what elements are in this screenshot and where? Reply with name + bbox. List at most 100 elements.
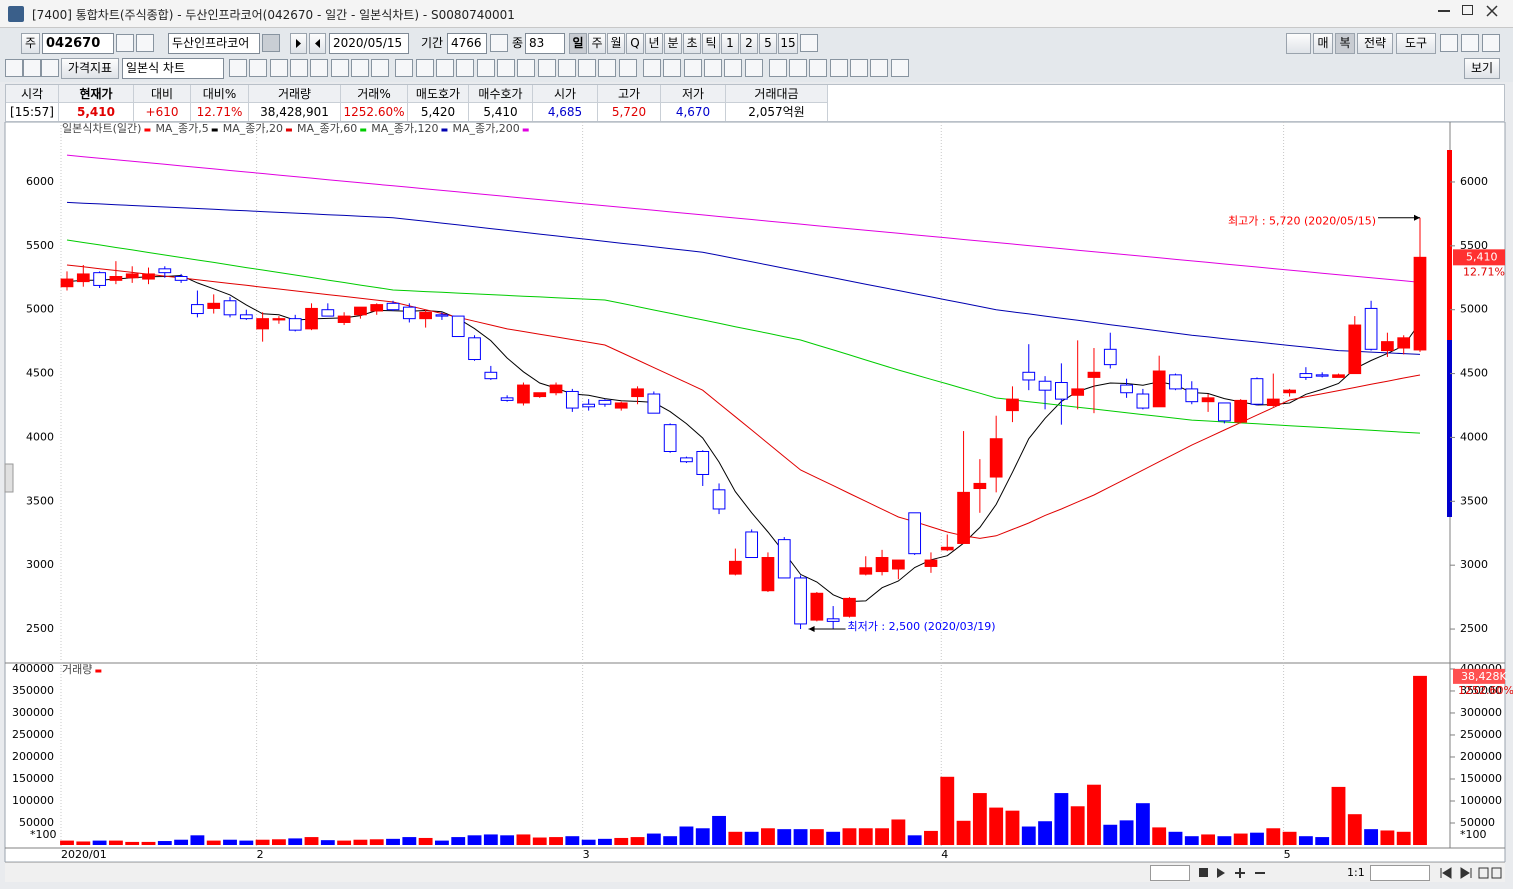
- draw-tool-icon[interactable]: [289, 59, 308, 77]
- candle-body: [109, 275, 123, 281]
- draw-tool-icon[interactable]: [350, 59, 369, 77]
- candle-body: [517, 384, 530, 404]
- draw-tool-icon[interactable]: [537, 59, 556, 77]
- draw-tool-icon[interactable]: [618, 59, 637, 77]
- volume-bar: [663, 836, 678, 845]
- candle-body: [810, 592, 824, 621]
- zoom-slider[interactable]: [1370, 865, 1430, 881]
- interval-button[interactable]: 15: [778, 33, 798, 54]
- draw-tool-icon[interactable]: [724, 59, 743, 77]
- market-button[interactable]: 주: [21, 33, 40, 54]
- draw-tool-icon[interactable]: [890, 59, 909, 77]
- draw-tool-icon[interactable]: [456, 59, 475, 77]
- prev-button[interactable]: [309, 33, 326, 54]
- resize-icon[interactable]: [23, 59, 41, 77]
- draw-tool-icon[interactable]: [415, 59, 434, 77]
- interval-button[interactable]: 5: [759, 33, 777, 54]
- settings-icon[interactable]: [1482, 34, 1500, 52]
- code-input[interactable]: 042670: [42, 33, 114, 54]
- folder-icon[interactable]: [1440, 34, 1458, 52]
- draw-tool-icon[interactable]: [744, 59, 763, 77]
- name-input[interactable]: 두산인프라코어: [168, 33, 260, 54]
- cloud-button[interactable]: [1286, 33, 1311, 54]
- interval-icon[interactable]: [800, 34, 818, 52]
- draw-tool-icon[interactable]: [371, 59, 390, 77]
- draw-tool-icon[interactable]: [269, 59, 288, 77]
- scroll-controls[interactable]: [1195, 865, 1335, 881]
- date-input[interactable]: 2020/05/15: [329, 33, 409, 54]
- draw-tool-icon[interactable]: [870, 59, 889, 77]
- candle-body: [663, 424, 677, 452]
- quote-value: 2,057억원: [726, 103, 828, 121]
- volume-bar: [1103, 824, 1118, 845]
- search-icon[interactable]: [116, 34, 134, 52]
- save-icon[interactable]: [1461, 34, 1479, 52]
- link-icon[interactable]: [490, 34, 508, 52]
- draw-tool-icon[interactable]: [789, 59, 808, 77]
- draw-tool-icon[interactable]: [683, 59, 702, 77]
- draw-tool-icon[interactable]: [229, 59, 247, 77]
- draw-tool-icon[interactable]: [517, 59, 536, 77]
- interval-button[interactable]: 주: [588, 33, 606, 54]
- close-button[interactable]: [1485, 4, 1499, 18]
- nav-icons[interactable]: [1437, 865, 1505, 881]
- draw-tool-icon[interactable]: [310, 59, 329, 77]
- draw-tool-icon[interactable]: [829, 59, 848, 77]
- draw-tool-icon[interactable]: [557, 59, 576, 77]
- volume-bar: [695, 828, 710, 845]
- draw-tool-icon[interactable]: [436, 59, 454, 77]
- tag-icon[interactable]: [262, 34, 280, 52]
- quote-value: 1252.60%: [341, 103, 408, 121]
- volume-bar: [92, 840, 107, 845]
- count-input[interactable]: 83: [525, 33, 565, 54]
- interval-button[interactable]: 분: [664, 33, 682, 54]
- interval-button[interactable]: 2: [740, 33, 758, 54]
- view-button[interactable]: 보기: [1464, 58, 1500, 79]
- period-input[interactable]: 4766: [447, 33, 487, 54]
- interval-button[interactable]: 틱: [702, 33, 720, 54]
- scroll-icons: [1199, 868, 1265, 878]
- draw-tool-icon[interactable]: [598, 59, 617, 77]
- interval-button[interactable]: 년: [645, 33, 663, 54]
- volume-bar: [386, 838, 400, 845]
- edit-icon[interactable]: [41, 59, 59, 77]
- chart-kind-select[interactable]: 일본식 차트: [122, 58, 224, 79]
- draw-tool-icon[interactable]: [395, 59, 414, 77]
- candle-body: [794, 577, 807, 625]
- next-button[interactable]: [290, 33, 307, 54]
- volume-bar: [809, 829, 824, 845]
- interval-button[interactable]: 월: [607, 33, 625, 54]
- right-button[interactable]: 도구: [1396, 33, 1436, 54]
- interval-button[interactable]: 일: [569, 33, 587, 54]
- draw-tool-icon[interactable]: [703, 59, 722, 77]
- interval-button[interactable]: 1: [721, 33, 739, 54]
- indicator-button[interactable]: 가격지표: [61, 58, 119, 79]
- draw-tool-icon[interactable]: [496, 59, 515, 77]
- candle-body: [1038, 380, 1052, 391]
- volume-bar: [777, 829, 792, 845]
- sort-icon[interactable]: [136, 34, 154, 52]
- minimize-button[interactable]: [1438, 10, 1450, 12]
- right-button[interactable]: 복: [1335, 33, 1355, 54]
- draw-tool-icon[interactable]: [768, 59, 787, 77]
- volume-bar: [1168, 831, 1183, 845]
- draw-tool-icon[interactable]: [809, 59, 828, 77]
- interval-button[interactable]: Q: [626, 33, 644, 54]
- draw-tool-icon[interactable]: [330, 59, 349, 77]
- maximize-button[interactable]: [1462, 5, 1473, 15]
- interval-button[interactable]: 초: [683, 33, 701, 54]
- right-button[interactable]: 매: [1313, 33, 1333, 54]
- y-tick-label-right: 6000: [1460, 175, 1488, 188]
- candle-body: [1071, 388, 1085, 396]
- up-icon[interactable]: [5, 59, 23, 77]
- right-button[interactable]: 전략: [1357, 33, 1393, 54]
- scroll-track[interactable]: [1150, 865, 1190, 881]
- draw-tool-icon[interactable]: [249, 59, 268, 77]
- draw-tool-icon[interactable]: [578, 59, 597, 77]
- draw-tool-icon[interactable]: [663, 59, 682, 77]
- draw-tool-icon[interactable]: [850, 59, 868, 77]
- candle-body: [1006, 398, 1019, 412]
- side-tab[interactable]: [4, 463, 14, 493]
- draw-tool-icon[interactable]: [476, 59, 495, 77]
- draw-tool-icon[interactable]: [643, 59, 661, 77]
